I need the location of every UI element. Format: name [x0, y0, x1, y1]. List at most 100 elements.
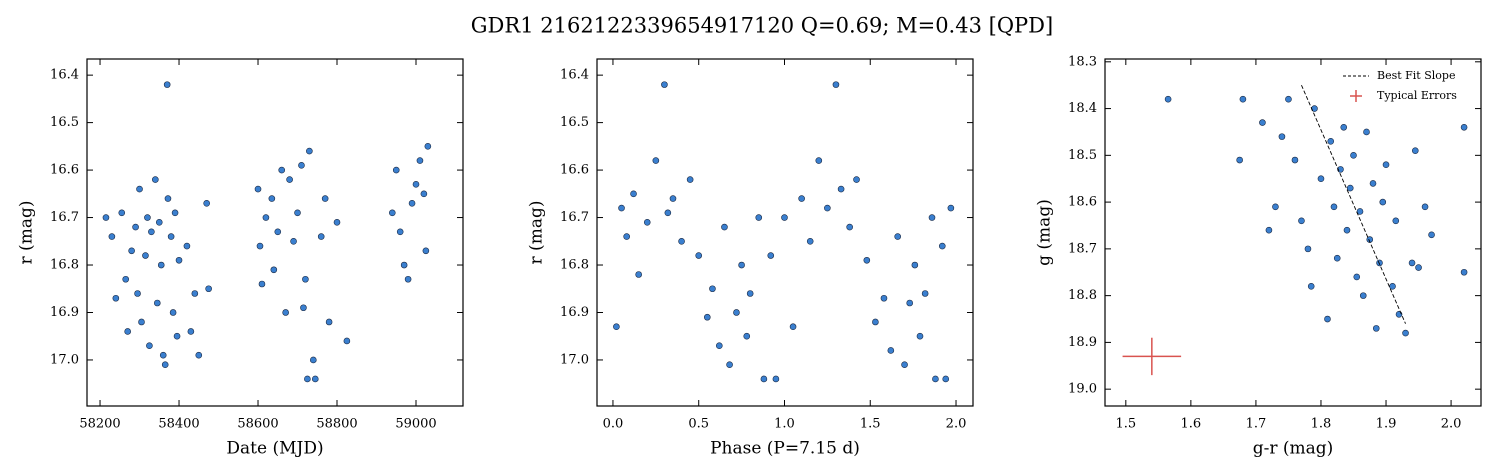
data-point: [837, 185, 845, 193]
x-axis-label: Date (MJD): [226, 439, 323, 459]
data-point: [163, 81, 171, 88]
data-point: [191, 290, 199, 297]
data-point: [938, 242, 946, 250]
y-tick-label: 19.0: [1068, 382, 1097, 397]
data-point: [416, 157, 424, 164]
y-tick-label: 18.7: [1068, 241, 1097, 256]
data-point: [880, 294, 888, 302]
y-tick-label: 18.3: [1068, 54, 1097, 69]
data-point: [392, 166, 400, 174]
data-point: [286, 176, 293, 183]
data-point: [112, 294, 120, 302]
data-point: [321, 195, 329, 202]
data-point: [781, 214, 788, 221]
y-axis-label: g (mag): [1035, 199, 1055, 266]
data-point: [164, 195, 172, 202]
data-point: [623, 233, 630, 240]
y-tick-label: 16.8: [50, 258, 79, 273]
y-tick-label: 18.8: [1068, 288, 1097, 303]
data-point: [124, 328, 131, 335]
data-point: [726, 361, 733, 369]
data-point: [921, 290, 929, 297]
data-point: [396, 228, 404, 236]
data-point: [832, 81, 840, 88]
x-tick-label: 0.0: [603, 417, 624, 432]
data-point: [1350, 152, 1357, 159]
data-point: [134, 290, 141, 297]
y-tick-label: 16.7: [560, 210, 589, 225]
panel: 1.5 1.6 1.7 1.8 1.9 2.0 18.3 18.4 18.5 18.6 18.7 18…: [1035, 54, 1482, 459]
data-point: [767, 252, 775, 259]
data-point: [815, 157, 823, 164]
y-tick-label: 17.0: [560, 352, 589, 367]
data-point: [1356, 208, 1364, 215]
data-point: [1359, 292, 1367, 299]
data-point: [122, 275, 130, 283]
data-point: [408, 200, 416, 207]
data-point: [1239, 95, 1247, 103]
data-point: [743, 332, 751, 340]
data-point: [916, 332, 924, 340]
data-point: [310, 356, 317, 364]
y-tick-label: 16.9: [560, 305, 589, 320]
data-point: [142, 252, 149, 259]
data-point: [1272, 203, 1279, 211]
data-point: [1330, 203, 1338, 211]
data-point: [132, 223, 139, 231]
data-point: [1402, 329, 1409, 337]
y-tick-label: 16.5: [50, 115, 79, 130]
data-point: [278, 166, 286, 174]
data-point: [686, 176, 694, 183]
x-tick-label: 1.6: [1181, 417, 1202, 432]
x-axis-label: g-r (mag): [1253, 439, 1334, 459]
data-point: [146, 342, 153, 350]
data-point: [911, 261, 919, 269]
data-point: [887, 347, 895, 354]
data-point: [664, 209, 672, 217]
data-point: [798, 195, 805, 202]
panel: 0.0 0.5 1.0 1.5 2.0 16.4 16.5 16.6 16.7 16.8 16.9 1…: [527, 58, 974, 459]
data-point: [906, 299, 914, 307]
data-point: [1259, 119, 1266, 126]
data-point: [942, 375, 950, 383]
data-point: [772, 375, 780, 383]
y-axis-label: r (mag): [527, 201, 547, 265]
data-point: [144, 214, 151, 221]
data-point: [1304, 245, 1312, 253]
data-point: [630, 190, 637, 198]
x-tick-label: 1.9: [1376, 417, 1397, 432]
data-point: [928, 214, 936, 221]
x-tick-label: 0.5: [688, 417, 709, 432]
y-tick-label: 18.9: [1068, 335, 1097, 350]
data-point: [205, 285, 212, 293]
data-point: [155, 218, 163, 226]
y-tick-label: 16.6: [50, 163, 79, 178]
data-point: [412, 181, 420, 188]
data-point: [716, 342, 723, 350]
data-point: [171, 209, 179, 217]
data-point: [154, 299, 161, 307]
x-tick-label: 2.0: [946, 417, 967, 432]
data-point: [306, 147, 313, 155]
data-point: [333, 218, 341, 226]
y-tick-label: 16.5: [560, 115, 589, 130]
x-axis-label: Phase (P=7.15 d): [710, 439, 860, 459]
data-point: [1353, 273, 1361, 281]
data-point: [389, 209, 396, 217]
data-point: [760, 375, 768, 383]
data-point: [404, 275, 412, 283]
fit-line: [1301, 85, 1406, 324]
data-point: [195, 351, 203, 359]
data-point: [173, 332, 181, 340]
plot-frame: [86, 58, 464, 407]
data-point: [148, 228, 155, 236]
x-tick-label: 2.0: [1441, 417, 1462, 432]
data-point: [894, 233, 901, 240]
y-tick-label: 16.7: [50, 210, 79, 225]
data-point: [290, 237, 297, 245]
data-point: [118, 209, 126, 217]
data-point: [1411, 147, 1419, 154]
data-point: [669, 195, 677, 202]
data-point: [789, 323, 797, 331]
